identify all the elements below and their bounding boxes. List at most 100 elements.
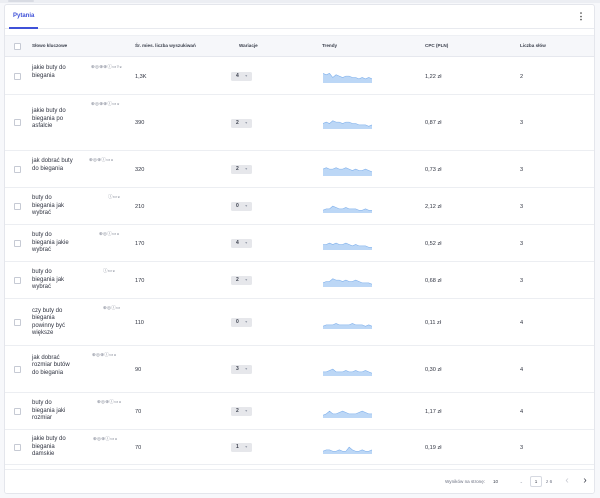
cpc-value: 1,17 zł bbox=[425, 408, 442, 415]
serp-features-icons: ⊕◎⊕ⓘ▭◒ bbox=[89, 157, 114, 162]
row-checkbox[interactable] bbox=[14, 365, 21, 373]
variations-dropdown[interactable]: 0 ▼ bbox=[231, 318, 252, 327]
row-checkbox[interactable] bbox=[14, 119, 21, 126]
top-strip-bit bbox=[8, 0, 34, 2]
rows-per-page-label: Wyników na stronę: bbox=[445, 479, 486, 484]
tab-pytania[interactable]: Pytania bbox=[9, 11, 39, 29]
trend-sparkline bbox=[323, 322, 372, 329]
cpc-value: 0,87 zł bbox=[425, 120, 442, 126]
rows-per-page-select[interactable]: 10 ⌄ bbox=[493, 478, 523, 486]
trend-line bbox=[323, 277, 372, 285]
variations-dropdown[interactable]: 2 ▼ bbox=[231, 165, 252, 174]
row-checkbox[interactable] bbox=[14, 165, 21, 173]
variations-dropdown[interactable]: 2 ▼ bbox=[231, 407, 252, 416]
trend-line bbox=[323, 446, 372, 452]
tab-bar: Pytania ⋮ bbox=[5, 5, 594, 29]
chevron-down-icon: ▼ bbox=[244, 204, 248, 208]
keyword-text[interactable]: jak dobrać buty do biegania bbox=[32, 158, 73, 172]
search-volume: 210 bbox=[135, 203, 145, 210]
keyword-text[interactable]: jakie buty do biegania damskie bbox=[32, 436, 66, 458]
word-count: 3 bbox=[520, 120, 524, 126]
keyword-text[interactable]: buty do biegania jak wybrać bbox=[32, 269, 65, 291]
serp-features-icons: ⊕◎ⓘ▭◒ bbox=[99, 231, 120, 236]
trend-area bbox=[323, 120, 372, 129]
select-all-checkbox[interactable] bbox=[14, 43, 21, 50]
trend-sparkline bbox=[323, 120, 372, 129]
row-checkbox[interactable] bbox=[14, 318, 21, 326]
trend-area bbox=[323, 368, 372, 376]
search-volume: 70 bbox=[135, 408, 142, 415]
column-header-cpc[interactable]: CPC (PLN) bbox=[425, 43, 449, 48]
variations-count: 4 bbox=[236, 240, 239, 246]
row-checkbox[interactable] bbox=[14, 72, 21, 80]
trend-area bbox=[323, 446, 372, 454]
keyword-text[interactable]: czy buty do biegania powinny być większe bbox=[32, 307, 66, 336]
serp-features-icons: ⓘ▭◒ bbox=[103, 268, 116, 273]
column-header-keyword[interactable]: Słowo kluczowe bbox=[32, 43, 68, 48]
chevron-down-icon: ▼ bbox=[244, 367, 248, 371]
keyword-text[interactable]: jakie buty do biegania po asfalcie bbox=[32, 108, 66, 129]
row-checkbox[interactable] bbox=[14, 276, 21, 284]
page-number-input[interactable]: 1 bbox=[530, 476, 542, 487]
chevron-down-icon: ▼ bbox=[244, 167, 248, 171]
table-row[interactable]: jakie buty do biegania damskie ⊕◎⊕ⓘ▭◒ 70 1 ▼… bbox=[5, 430, 594, 465]
table-header: Słowo kluczowe Śr. mies. liczba wyszukiw… bbox=[5, 35, 594, 57]
table-row[interactable]: jakie buty do biegania ⊕◎⊕⊕ⓘ▭▿◒ 1,3K 4 ▼ 1,22… bbox=[5, 58, 594, 95]
table-row[interactable]: jak dobrać rozmiar butów do biegania ⊕◎⊕ⓘ… bbox=[5, 346, 594, 393]
table-row[interactable]: buty do biegania jak wybrać ⓘ▭◒ 210 0 ▼ 2,12 … bbox=[5, 188, 594, 225]
keyword-text[interactable]: buty do biegania jakie wybrać bbox=[32, 232, 69, 254]
table-row[interactable]: jakie buty do biegania po asfalcie ⊕◎⊕⊕ⓘ▭… bbox=[5, 95, 594, 151]
variations-count: 0 bbox=[236, 203, 239, 209]
variations-dropdown[interactable]: 1 ▼ bbox=[231, 443, 252, 452]
top-strip bbox=[0, 0, 600, 3]
row-checkbox[interactable] bbox=[14, 407, 21, 415]
trend-sparkline bbox=[323, 205, 372, 213]
keyword-text[interactable]: jakie buty do biegania bbox=[32, 65, 66, 79]
search-volume: 110 bbox=[135, 319, 144, 326]
trend-area bbox=[323, 205, 372, 213]
prev-page-icon[interactable]: ‹ bbox=[565, 475, 569, 486]
row-checkbox[interactable] bbox=[14, 443, 21, 451]
column-header-words[interactable]: Liczba słów bbox=[520, 43, 546, 48]
variations-dropdown[interactable]: 0 ▼ bbox=[231, 202, 252, 211]
word-count: 3 bbox=[520, 203, 524, 210]
column-header-volume[interactable]: Śr. mies. liczba wyszukiwań bbox=[135, 43, 196, 48]
chevron-down-icon: ▼ bbox=[244, 278, 248, 282]
column-header-trends[interactable]: Trendy bbox=[322, 43, 338, 48]
chevron-down-icon: ▼ bbox=[244, 120, 248, 125]
keyword-text[interactable]: jak dobrać rozmiar butów do biegania bbox=[32, 354, 70, 376]
variations-count: 3 bbox=[236, 366, 239, 372]
trend-sparkline bbox=[323, 277, 372, 287]
cpc-value: 0,73 zł bbox=[425, 166, 442, 173]
keyword-text[interactable]: buty do biegania jaki rozmiar bbox=[32, 400, 66, 422]
trend-line bbox=[323, 242, 372, 248]
table-row[interactable]: czy buty do biegania powinny być większe… bbox=[5, 299, 594, 346]
variations-count: 1 bbox=[236, 444, 239, 450]
more-options-icon[interactable]: ⋮ bbox=[576, 11, 586, 21]
variations-dropdown[interactable]: 2 ▼ bbox=[231, 276, 252, 285]
trend-sparkline bbox=[323, 446, 372, 454]
next-page-icon[interactable]: › bbox=[583, 475, 587, 486]
variations-dropdown[interactable]: 4 ▼ bbox=[231, 239, 252, 248]
row-checkbox[interactable] bbox=[14, 239, 21, 247]
serp-features-icons: ⊕◎⊕ⓘ▭◒ bbox=[93, 436, 118, 441]
word-count: 3 bbox=[520, 444, 524, 451]
table-row[interactable]: jak dobrać buty do biegania ⊕◎⊕ⓘ▭◒ 320 2 ▼ 0,… bbox=[5, 151, 594, 188]
table-row[interactable]: buty do biegania jaki rozmiar ⊕◎⊕ⓘ▭◒ 70 2 ▼ 1… bbox=[5, 393, 594, 430]
keyword-text[interactable]: buty do biegania jak wybrać bbox=[32, 195, 65, 217]
search-volume: 90 bbox=[135, 366, 142, 373]
table-row[interactable]: buty do biegania jak wybrać ⓘ▭◒ 170 2 ▼ 0,68 … bbox=[5, 262, 594, 299]
variations-count: 2 bbox=[236, 119, 239, 126]
variations-dropdown[interactable]: 2 ▼ bbox=[231, 118, 252, 128]
variations-dropdown[interactable]: 4 ▼ bbox=[231, 72, 252, 81]
serp-features-icons: ⊕◎⊕ⓘ▭◒ bbox=[97, 399, 122, 404]
trend-line bbox=[323, 72, 372, 79]
trend-line bbox=[323, 205, 372, 211]
variations-count: 4 bbox=[236, 73, 239, 79]
row-checkbox[interactable] bbox=[14, 202, 21, 210]
serp-features-icons: ⊕◎⊕ⓘ▭◒ bbox=[92, 352, 117, 357]
pagination-bar: Wyników na stronę: 10 ⌄ 1 z 6 ‹ › bbox=[5, 469, 594, 493]
variations-dropdown[interactable]: 3 ▼ bbox=[231, 365, 252, 374]
table-row[interactable]: buty do biegania jakie wybrać ⊕◎ⓘ▭◒ 170 4 ▼ 0… bbox=[5, 225, 594, 262]
column-header-variations[interactable]: Wariacje bbox=[239, 43, 258, 48]
